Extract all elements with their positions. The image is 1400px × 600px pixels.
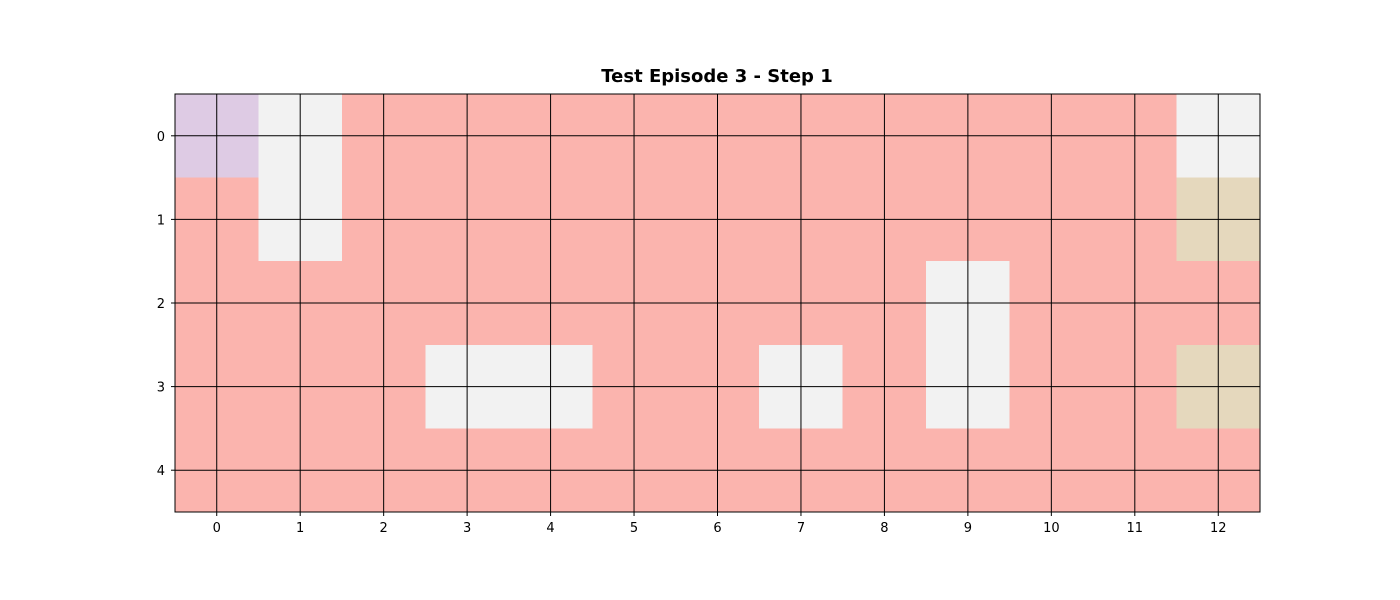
x-tick-label-2: 2 [380,521,388,536]
y-tick-label-1: 1 [157,213,165,228]
y-tick-label-3: 3 [157,381,165,396]
x-tick-label-9: 9 [964,521,972,536]
x-tick-label-8: 8 [880,521,888,536]
x-tick-label-6: 6 [713,521,721,536]
x-tick-label-7: 7 [797,521,805,536]
x-tick-label-0: 0 [213,521,221,536]
y-tick-label-2: 2 [157,297,165,312]
x-tick-label-10: 10 [1043,521,1060,536]
x-tick-label-12: 12 [1210,521,1227,536]
x-tick-label-1: 1 [296,521,304,536]
y-tick-label-4: 4 [157,464,165,479]
x-tick-label-5: 5 [630,521,638,536]
x-tick-label-4: 4 [546,521,554,536]
y-tick-label-0: 0 [157,130,165,145]
x-tick-label-3: 3 [463,521,471,536]
x-tick-label-11: 11 [1127,521,1144,536]
chart-title: Test Episode 3 - Step 1 [601,66,833,87]
